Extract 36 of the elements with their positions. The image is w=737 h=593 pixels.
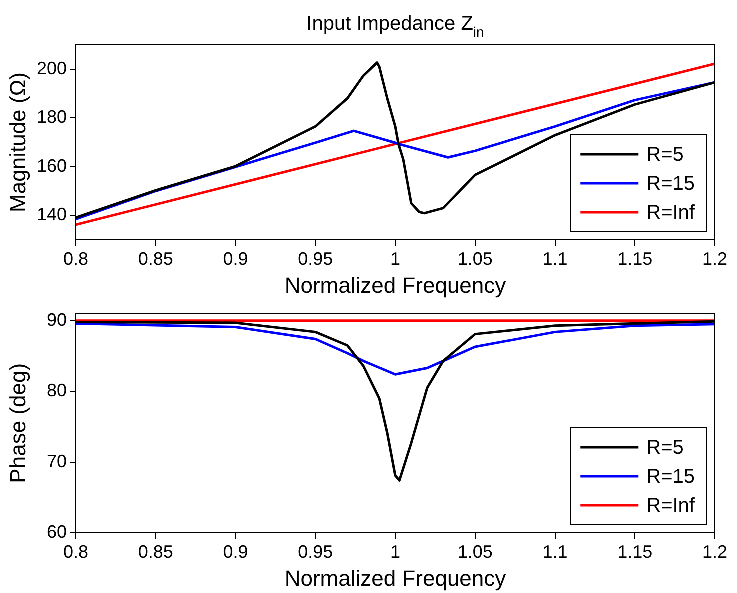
x-tick-label: 1.2 [702, 248, 728, 269]
x-tick-label: 0.8 [63, 542, 89, 562]
legend-label: R=5 [646, 437, 684, 460]
legend-label: R=Inf [646, 202, 696, 224]
legend-label: R=15 [646, 466, 696, 488]
x-axis-title: Normalized Frequency [284, 566, 506, 591]
x-tick-label: 1.15 [618, 248, 653, 269]
x-tick-label: 1 [390, 248, 401, 269]
x-tick-label: 0.95 [298, 542, 334, 562]
x-tick-label: 1.1 [542, 542, 568, 562]
x-tick-label: 1.2 [702, 542, 728, 562]
x-tick-label: 1.1 [542, 248, 568, 269]
x-tick-label: 0.95 [298, 248, 334, 269]
x-tick-label: 1 [390, 542, 401, 562]
legend-label: R=Inf [646, 495, 696, 518]
x-tick-label: 0.9 [223, 248, 248, 269]
x-tick-label: 0.8 [63, 248, 89, 269]
y-tick-label: 90 [46, 310, 67, 330]
y-tick-label: 70 [46, 451, 67, 472]
y-tick-label: 80 [46, 380, 67, 401]
y-tick-label: 140 [36, 204, 67, 225]
y-tick-label: 180 [36, 107, 67, 128]
y-axis-title: Phase (deg) [5, 363, 30, 484]
x-axis-title: Normalized Frequency [284, 272, 506, 298]
y-tick-label: 60 [46, 522, 67, 542]
y-tick-label: 160 [36, 156, 67, 176]
x-tick-label: 1.05 [458, 542, 493, 562]
x-tick-label: 0.85 [138, 542, 174, 562]
y-tick-label: 200 [36, 58, 67, 78]
legend-label: R=15 [646, 173, 696, 196]
x-tick-label: 1.15 [618, 542, 653, 562]
x-tick-label: 0.9 [223, 542, 248, 562]
x-tick-label: 1.05 [458, 248, 493, 269]
x-tick-label: 0.85 [138, 248, 174, 269]
legend-label: R=5 [646, 144, 684, 166]
y-axis-title: Magnitude (Ω) [5, 72, 30, 212]
